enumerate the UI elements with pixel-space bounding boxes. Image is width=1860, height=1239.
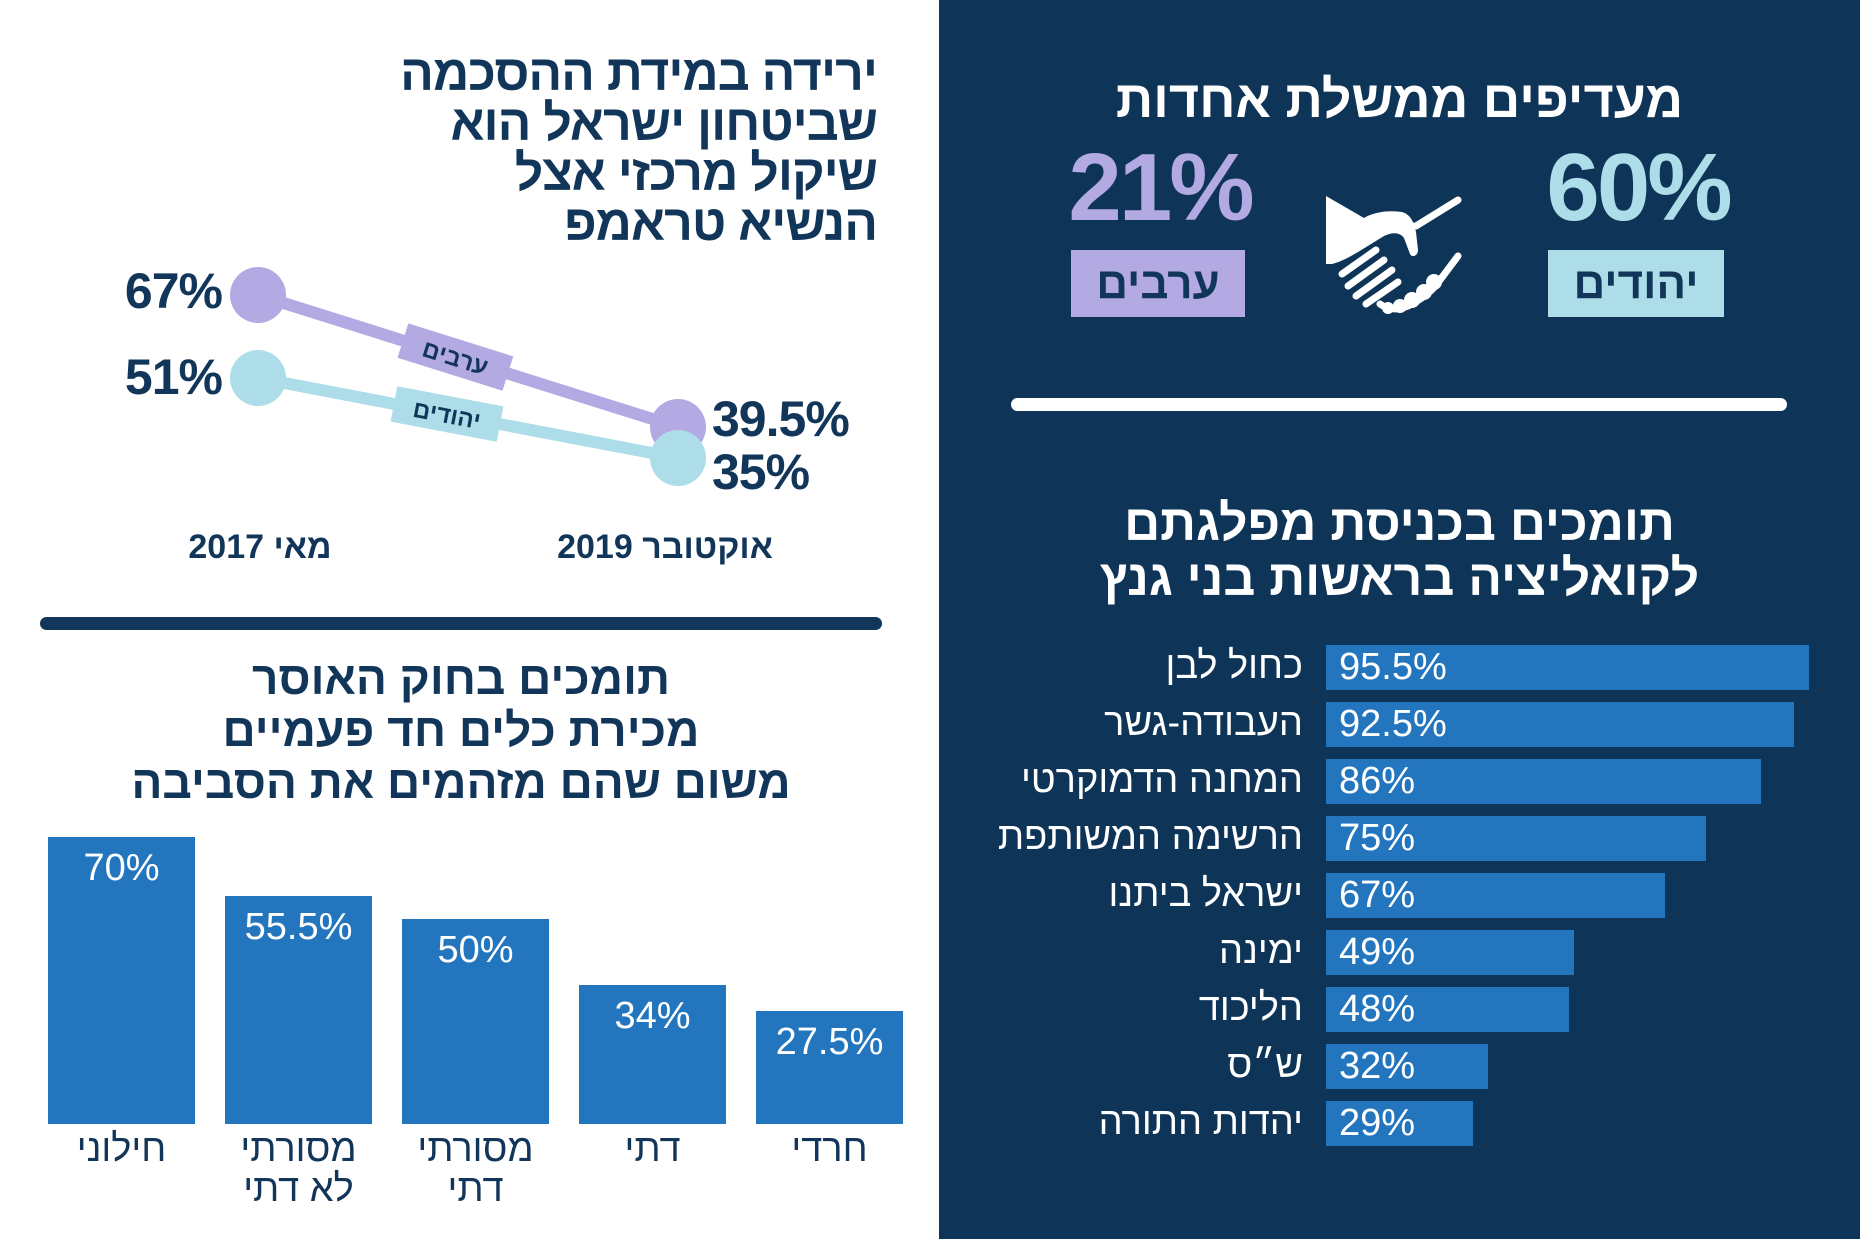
- category-line: מסורתי: [240, 1128, 357, 1170]
- hbar: [1326, 987, 1569, 1032]
- vbar: [402, 919, 549, 1124]
- title-line: ירידה במידת ההסכמה: [400, 45, 878, 101]
- vbar: [756, 1011, 903, 1124]
- vbar-value-label: 34%: [614, 994, 691, 1037]
- x-label-oct-2019: אוקטובר 2019: [557, 528, 773, 566]
- hbar: [1326, 1044, 1488, 1089]
- hbar: [1326, 816, 1706, 861]
- panel-divider: [1011, 398, 1787, 411]
- category-line: מסורתי: [417, 1128, 534, 1170]
- vbar-category-label: דתי: [564, 1129, 741, 1169]
- section-divider: [40, 617, 882, 630]
- series-tag-1: יהודים: [390, 386, 504, 442]
- category-line: דתי: [624, 1128, 681, 1170]
- category-line: דתי: [447, 1168, 504, 1210]
- hbar-category-label: הליכוד: [1198, 987, 1303, 1029]
- hbar-category-label: הרשימה המשותפת: [997, 816, 1303, 858]
- title-line: שביטחון ישראל הוא: [450, 95, 878, 151]
- category-line: לא דתי: [243, 1168, 354, 1210]
- vbar-category-label: מסורתי לא דתי: [210, 1129, 387, 1209]
- hbar-category-label: ישראל ביתנו: [1108, 873, 1303, 915]
- data-point-1-0: [230, 350, 286, 406]
- unity-title: מעדיפים ממשלת אחדות: [1115, 71, 1684, 129]
- title-line: לקואליציה בראשות בני גנץ: [1099, 550, 1700, 606]
- vbar-category-label: מסורתי דתי: [387, 1129, 564, 1209]
- series-tag-0: ערבים: [397, 323, 514, 391]
- vbar-value-label: 55.5%: [244, 906, 353, 949]
- hbar-category-label: יהדות התורה: [1098, 1101, 1303, 1143]
- line-chart-title: ירידה במידת ההסכמה שביטחון ישראל הוא שיק…: [317, 45, 878, 251]
- title-line: שיקול מרכזי אצל: [514, 145, 878, 201]
- title-line: מכירת כלים חד פעמיים: [222, 704, 700, 756]
- arabs-unity-value: 21%: [1068, 134, 1254, 241]
- hbar: [1326, 873, 1666, 918]
- hbar: [1326, 930, 1574, 975]
- category-line: חילוני: [76, 1128, 167, 1170]
- hbar-value-label: 67%: [1339, 874, 1416, 916]
- arabs-2017-value: 67%: [124, 263, 223, 319]
- arabs-2019-value: 39.5%: [712, 391, 850, 447]
- hbar-value-label: 29%: [1339, 1102, 1416, 1144]
- hbar-value-label: 92.5%: [1339, 703, 1447, 745]
- jews-2019-value: 35%: [712, 444, 810, 500]
- title-line: משום שהם מזהמים את הסביבה: [131, 756, 791, 808]
- series-tag-bg: [397, 323, 514, 391]
- title-line: תומכים בחוק האוסר: [252, 652, 670, 704]
- vbar: [225, 896, 372, 1124]
- data-point-1-1: [650, 430, 706, 486]
- jews-2017-value: 51%: [124, 349, 223, 405]
- hbar-chart-title: תומכים בכניסת מפלגתם לקואליציה בראשות בנ…: [939, 496, 1860, 606]
- hbar: [1326, 1101, 1473, 1146]
- series-tag-bg: [390, 386, 504, 442]
- hbar-value-label: 48%: [1339, 988, 1416, 1030]
- hbar: [1326, 759, 1762, 804]
- hbar-category-label: העבודה-גשר: [1104, 702, 1303, 744]
- vbar-category-label: חילוני: [33, 1129, 210, 1169]
- hbar-value-label: 86%: [1339, 760, 1416, 802]
- hbar-category-label: המחנה הדמוקרטי: [1020, 759, 1303, 801]
- hbar: [1326, 702, 1795, 747]
- hbar-category-label: כחול לבן: [1165, 645, 1304, 687]
- title-line: הנשיא טראמפ: [564, 195, 878, 251]
- vbar-chart: 70% חילוני 55.5% מסורתי לא דתי 50% מסורתי דתי 34…: [33, 837, 918, 1209]
- x-label-may-2017: מאי 2017: [188, 528, 332, 566]
- data-point-0-0: [230, 267, 286, 323]
- category-line: חרדי: [791, 1128, 868, 1170]
- hbar-value-label: 49%: [1339, 931, 1416, 973]
- vbar: [48, 837, 195, 1124]
- handshake-icon: [1326, 196, 1462, 314]
- hbar-value-label: 95.5%: [1339, 646, 1447, 688]
- vbar-value-label: 27.5%: [775, 1021, 884, 1064]
- jews-unity-value: 60%: [1546, 134, 1732, 241]
- jews-unity-label: יהודים: [1548, 250, 1724, 317]
- vbar-chart-title: תומכים בחוק האוסר מכירת כלים חד פעמיים מ…: [40, 652, 882, 808]
- vbar-category-label: חרדי: [741, 1129, 918, 1169]
- vbar: [579, 984, 726, 1124]
- arabs-unity-label: ערבים: [1071, 250, 1245, 317]
- title-line: תומכים בכניסת מפלגתם: [1124, 495, 1675, 551]
- vbar-value-label: 50%: [437, 929, 514, 971]
- vbar-value-label: 70%: [83, 847, 160, 889]
- hbar-value-label: 75%: [1339, 817, 1416, 859]
- hbar-category-label: ימינה: [1219, 930, 1303, 972]
- hbar-value-label: 32%: [1339, 1045, 1416, 1087]
- right-panel: [939, 0, 1860, 1239]
- hbar: [1326, 645, 1810, 690]
- hbar-category-label: ש״ס: [1227, 1044, 1303, 1086]
